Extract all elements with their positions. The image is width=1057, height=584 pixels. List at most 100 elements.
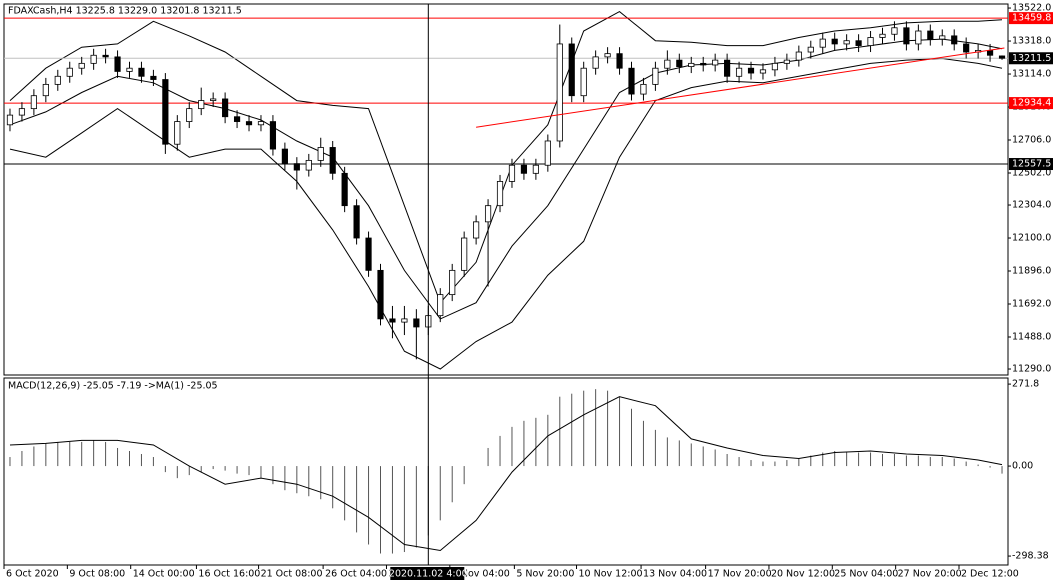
price-label: 13459.8 [1012,13,1051,24]
candle-body [473,221,480,239]
candle-body [353,205,360,239]
candle-body [580,67,587,97]
candle-body [568,43,575,97]
candle-body [162,79,169,145]
candle-body [54,75,61,85]
candle-body [401,318,408,323]
price-label: 12557.5 [1012,159,1051,170]
candle-body [305,159,312,171]
y-tick-label: -298.38 [1012,551,1049,562]
candle-body [747,67,755,74]
candle-body [198,100,205,110]
candle-body [66,67,73,77]
x-tick-label: 13 Nov 04:00 [643,569,707,580]
trend-line [476,47,1005,128]
price-panel: 13522.013318.013114.012910.012706.012502… [4,3,1053,375]
candle-body [735,67,743,77]
candle-body [879,33,886,38]
candle-body [700,62,707,66]
candle-body [712,59,719,66]
price-label-box [1009,12,1053,25]
candle-body [688,62,695,67]
x-tick-label: 25 Nov 04:00 [834,569,898,580]
candle-body [676,59,683,67]
candle-body [939,35,946,40]
signal-line [9,396,1003,552]
x-axis: 6 Oct 2020 9 Oct 08:00 14 Oct 00:00 16 Oct … [3,565,1019,580]
candle-body [951,35,958,45]
candle-body [640,83,647,95]
candle-body [186,108,193,122]
candle-body [891,27,898,35]
x-tick-label: 3 Nov 04:00 [452,569,510,580]
candle-body [78,62,85,69]
candle-body [126,67,133,72]
main-frame [3,3,1009,376]
price-label: 13211.5 [1012,53,1051,64]
candle-body [389,318,396,323]
candle-body [281,148,288,165]
candle-body [174,121,181,145]
candle-body [724,59,731,77]
x-tick-label: 16 Oct 16:00 [198,569,260,580]
y-tick-label: 11488.0 [1012,331,1051,342]
y-tick-label: 11290.0 [1012,364,1051,375]
price-label-box [1009,158,1053,171]
x-tick-label: 9 Oct 08:00 [69,569,125,580]
candle-body [807,46,814,53]
y-tick-label: 12304.0 [1012,200,1051,211]
y-tick-label: 12706.0 [1012,135,1051,146]
candle-body [269,121,277,150]
y-tick-label: 12502.0 [1012,168,1051,179]
x-tick-label: 14 Oct 00:00 [133,569,195,580]
candle-body [449,269,456,296]
x-tick-label: 20 Nov 12:00 [771,569,835,580]
candle-body [927,30,934,40]
price-label-box [1009,97,1053,110]
candle-body [30,95,37,110]
x-tick-label: 27 Nov 20:00 [898,569,962,580]
x-tick-label: 26 Oct 04:00 [325,569,387,580]
candle-body [317,147,324,161]
candle-body [771,62,779,71]
candle-body [532,164,539,174]
candle-body [795,51,802,61]
candle-body [998,55,1006,59]
candle-body [831,38,838,45]
candle-body [90,54,97,64]
candle-body [604,53,611,58]
candle-body [114,56,121,72]
candle-body [915,30,922,45]
macd-title: MACD(12,26,9) -25.05 -7.19 ->MA(1) -25.0… [8,381,218,392]
candle-body [18,108,26,116]
candle-body [843,40,850,45]
candle-body [855,40,862,46]
candle-body [867,37,874,46]
y-tick-label: 11692.0 [1012,299,1051,310]
candle-body [963,43,970,53]
candle-body [496,181,504,207]
candle-body [257,121,265,126]
y-tick-label: 12100.0 [1012,233,1051,244]
x-tick-label: 2 Dec 12:00 [961,569,1019,580]
candle-body [138,67,145,77]
y-tick-label: 11896.0 [1012,266,1051,277]
candle-body [222,98,229,118]
candle-body [293,163,300,171]
chart-title: FDAXCash,H4 13225.8 13229.0 13201.8 1321… [8,6,242,17]
candle-body [245,121,253,126]
y-tick-label: 13318.0 [1012,36,1051,47]
x-tick-label: 17 Nov 20:00 [708,569,772,580]
candle-body [616,53,623,69]
candle-body [520,164,528,174]
price-label-box [1009,52,1053,65]
crosshair-label-box [390,567,465,580]
candle-body [42,83,49,97]
candle-body [592,56,599,69]
candle-body [461,237,468,271]
x-tick-label: 21 Oct 08:00 [261,569,323,580]
candle-body [652,67,659,85]
candle-body [365,237,372,271]
macd-frame [3,377,1009,566]
